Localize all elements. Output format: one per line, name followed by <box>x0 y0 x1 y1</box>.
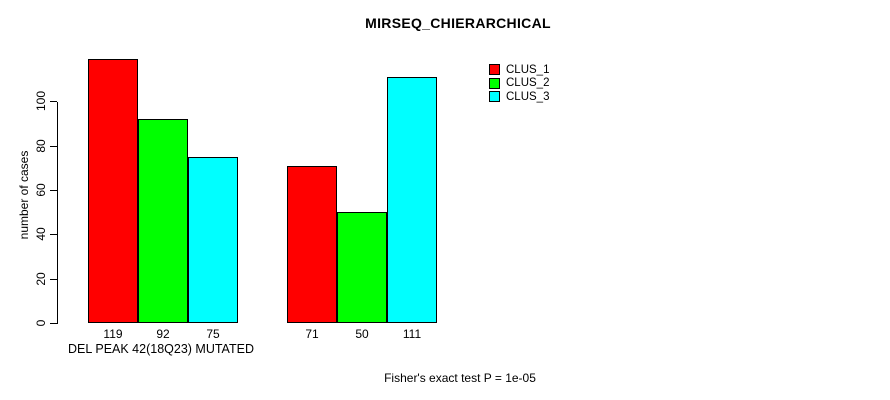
legend-item-clus_2: CLUS_2 <box>489 77 549 91</box>
y-axis-line <box>57 102 58 324</box>
bar-clus_3-group_1 <box>188 157 238 323</box>
bar-clus_1-group_2 <box>287 166 337 323</box>
y-tick-label: 100 <box>34 91 48 112</box>
bar-clus_2-group_2 <box>337 212 387 323</box>
legend-label: CLUS_1 <box>506 63 550 76</box>
y-tick <box>50 278 57 280</box>
bar-value-label: 50 <box>355 327 369 341</box>
y-tick-label: 40 <box>34 227 48 241</box>
y-axis-label: number of cases <box>17 150 31 240</box>
bar-value-label: 71 <box>305 327 319 341</box>
bar-value-label: 75 <box>206 327 220 341</box>
bar-value-label: 119 <box>103 327 123 341</box>
chart-title: MIRSEQ_CHIERARCHICAL <box>365 15 551 31</box>
y-tick <box>50 234 57 236</box>
y-tick-label: 60 <box>34 183 48 197</box>
legend-item-clus_1: CLUS_1 <box>489 63 549 77</box>
legend-swatch-icon <box>489 64 500 76</box>
y-tick-label: 80 <box>34 138 48 153</box>
y-tick <box>50 189 57 191</box>
legend-swatch-icon <box>489 91 500 103</box>
legend-swatch-icon <box>489 77 500 89</box>
legend-label: CLUS_2 <box>506 77 550 90</box>
bar-value-label: 92 <box>156 327 170 341</box>
y-tick <box>50 323 57 324</box>
y-tick-label: 20 <box>34 271 48 286</box>
x-axis-label: DEL PEAK 42(18Q23) MUTATED <box>68 342 254 356</box>
legend-label: CLUS_3 <box>506 90 550 103</box>
legend-item-clus_3: CLUS_3 <box>489 90 549 104</box>
y-tick <box>50 145 57 147</box>
y-tick <box>50 101 57 103</box>
y-tick-label: 0 <box>34 319 48 327</box>
fisher-test-annotation: Fisher's exact test P = 1e-05 <box>384 371 536 385</box>
bar-clus_2-group_1 <box>138 119 188 323</box>
legend: CLUS_1 CLUS_2 CLUS_3 <box>489 63 549 104</box>
bar-value-label: 111 <box>402 327 422 341</box>
bar-clus_1-group_1 <box>88 59 138 323</box>
bar-clus_3-group_2 <box>387 77 437 323</box>
